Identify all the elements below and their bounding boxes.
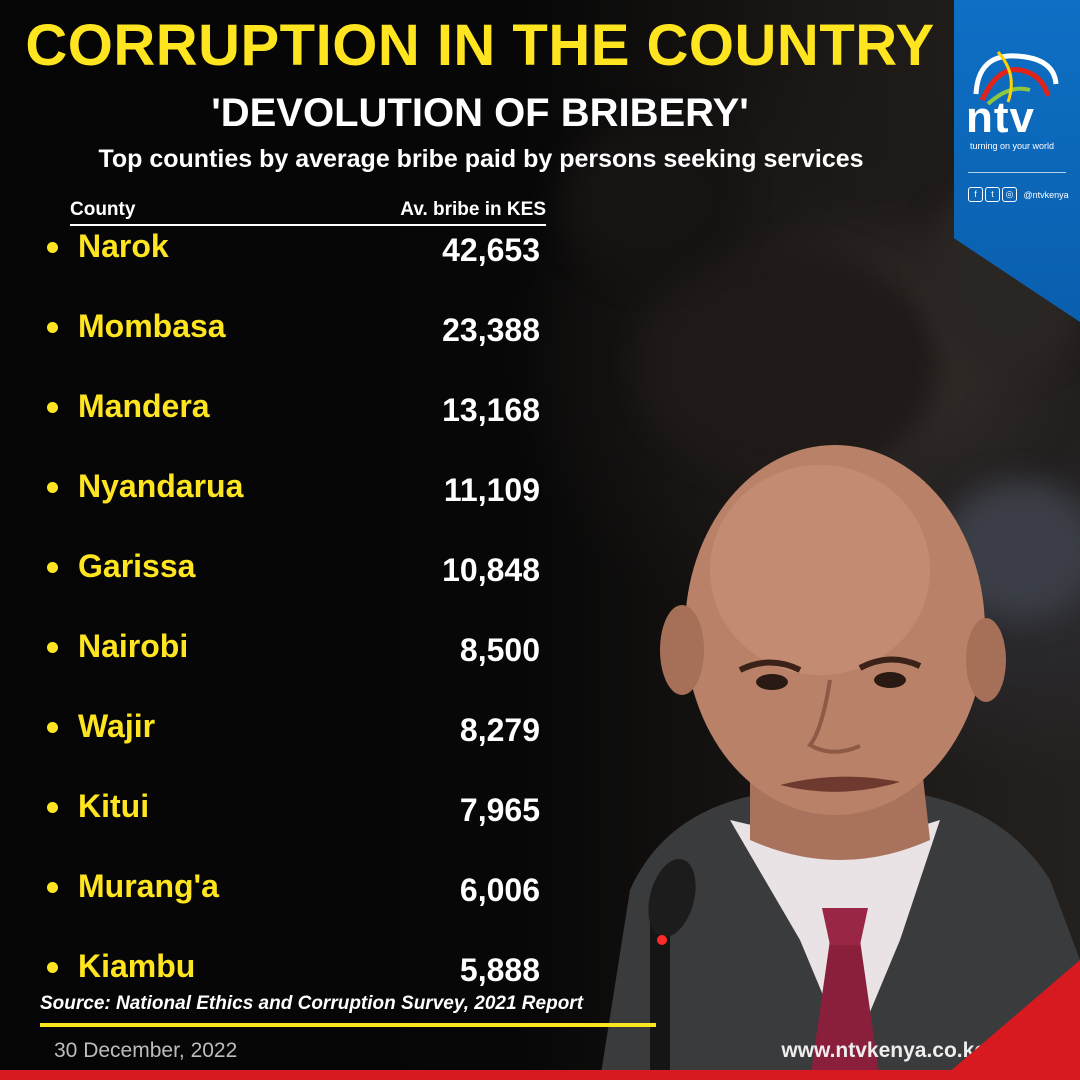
bullet-icon <box>47 482 58 493</box>
chart-description: Top counties by average bribe paid by pe… <box>98 145 864 173</box>
instagram-icon[interactable]: ◎ <box>1002 187 1017 203</box>
bribe-value: 23,388 <box>442 312 540 348</box>
bullet-icon <box>47 802 58 813</box>
bullet-icon <box>47 962 58 973</box>
county-name: Kitui <box>78 788 150 824</box>
county-name: Narok <box>78 228 169 264</box>
column-header-county: County <box>70 199 136 220</box>
county-name: Kiambu <box>78 948 196 984</box>
ntv-swirl-icon <box>973 50 1059 106</box>
ntv-logo-text: ntv <box>966 93 1035 142</box>
facebook-icon[interactable]: f <box>968 187 983 203</box>
county-name: Murang'a <box>78 868 219 904</box>
county-name: Wajir <box>78 708 156 744</box>
county-row: Kitui 7,965 <box>0 780 600 836</box>
bullet-icon <box>47 882 58 893</box>
bullet-icon <box>47 722 58 733</box>
bullet-icon <box>47 562 58 573</box>
bullet-icon <box>47 242 58 253</box>
table-header: County Av. bribe in KES <box>70 198 546 226</box>
county-row: Kiambu 5,888 <box>0 940 600 996</box>
county-name: Nyandarua <box>78 468 244 504</box>
bribe-value: 11,109 <box>443 472 540 508</box>
website-url[interactable]: www.ntvkenya.co.ke <box>781 1039 986 1062</box>
bribe-value: 6,006 <box>459 872 540 908</box>
ntv-tagline: turning on your world <box>970 141 1055 151</box>
county-name: Garissa <box>78 548 196 584</box>
county-row: Murang'a 6,006 <box>0 860 600 916</box>
publish-date: 30 December, 2022 <box>54 1039 238 1062</box>
corner-accent <box>940 960 1080 1080</box>
social-links: f t ◎ @ntvkenya <box>968 186 1069 203</box>
bullet-icon <box>47 322 58 333</box>
bribe-value: 10,848 <box>442 552 540 588</box>
source-note: Source: National Ethics and Corruption S… <box>40 993 584 1014</box>
logo-divider <box>968 172 1066 173</box>
county-row: Nairobi 8,500 <box>0 620 600 676</box>
county-row: Wajir 8,279 <box>0 700 600 756</box>
county-name: Mandera <box>78 388 210 424</box>
headline: CORRUPTION IN THE COUNTRY <box>25 13 935 78</box>
bottom-accent-bar <box>0 1070 1080 1080</box>
county-row: Nyandarua 11,109 <box>0 460 600 516</box>
county-row: Narok 42,653 <box>0 220 600 276</box>
bribe-value: 5,888 <box>459 952 540 988</box>
county-row: Mombasa 23,388 <box>0 300 600 356</box>
column-header-bribe: Av. bribe in KES <box>400 199 546 220</box>
bullet-icon <box>47 402 58 413</box>
bribe-value: 8,279 <box>459 712 540 748</box>
county-name: Mombasa <box>78 308 226 344</box>
county-row: Mandera 13,168 <box>0 380 600 436</box>
bullet-icon <box>47 642 58 653</box>
county-name: Nairobi <box>78 628 189 664</box>
subheadline: 'DEVOLUTION OF BRIBERY' <box>211 91 749 135</box>
source-underline <box>40 1023 656 1027</box>
county-row: Garissa 10,848 <box>0 540 600 596</box>
bribe-value: 13,168 <box>442 392 540 428</box>
bribe-value: 8,500 <box>459 632 540 668</box>
bribe-value: 7,965 <box>459 792 540 828</box>
social-handle[interactable]: @ntvkenya <box>1023 189 1069 200</box>
bribe-value: 42,653 <box>442 232 540 268</box>
twitter-icon[interactable]: t <box>985 187 1000 203</box>
